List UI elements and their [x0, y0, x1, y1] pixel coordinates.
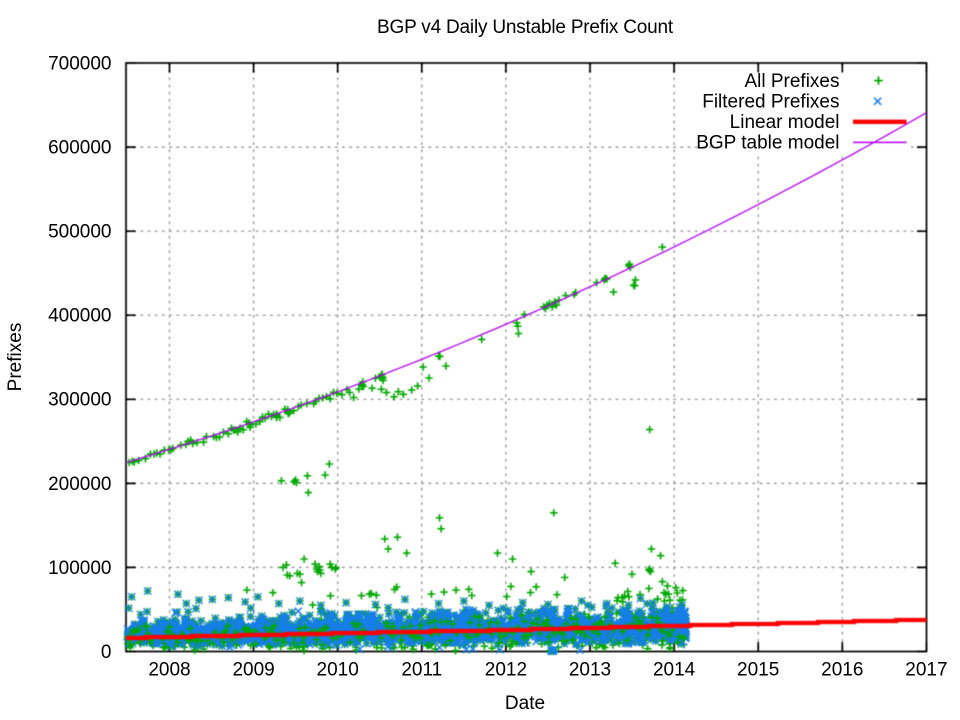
svg-text:Linear model: Linear model — [730, 112, 840, 133]
svg-text:2017: 2017 — [905, 660, 947, 681]
svg-text:2009: 2009 — [232, 660, 274, 681]
svg-text:BGP v4 Daily Unstable Prefix C: BGP v4 Daily Unstable Prefix Count — [377, 17, 674, 38]
svg-text:Prefixes: Prefixes — [5, 323, 26, 392]
svg-text:2014: 2014 — [653, 660, 696, 681]
svg-text:200000: 200000 — [48, 474, 111, 495]
svg-text:All Prefixes: All Prefixes — [744, 71, 839, 92]
svg-text:300000: 300000 — [48, 390, 111, 411]
svg-text:2016: 2016 — [821, 660, 863, 681]
svg-text:0: 0 — [101, 642, 112, 663]
svg-text:2012: 2012 — [485, 660, 527, 681]
svg-text:Filtered Prefixes: Filtered Prefixes — [702, 92, 839, 113]
svg-text:Date: Date — [505, 693, 545, 714]
svg-text:700000: 700000 — [48, 53, 111, 74]
svg-text:400000: 400000 — [48, 306, 111, 327]
svg-text:500000: 500000 — [48, 222, 111, 243]
svg-text:2015: 2015 — [737, 660, 779, 681]
svg-text:BGP table model: BGP table model — [696, 133, 839, 154]
svg-text:2013: 2013 — [569, 660, 611, 681]
svg-text:2011: 2011 — [401, 660, 442, 681]
svg-text:2010: 2010 — [317, 660, 359, 681]
svg-text:2008: 2008 — [148, 660, 190, 681]
svg-text:100000: 100000 — [48, 558, 111, 579]
svg-text:600000: 600000 — [48, 138, 111, 159]
